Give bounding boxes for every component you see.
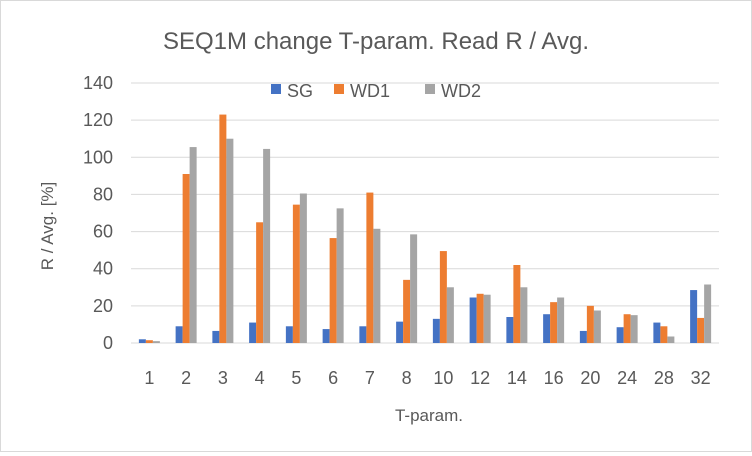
bar-wd1-1 (145, 340, 153, 343)
legend-label-wd1: WD1 (350, 81, 390, 101)
x-tick-label: 24 (617, 368, 637, 388)
bar-wd1-16 (550, 302, 558, 343)
x-tick-label: 7 (365, 368, 375, 388)
bar-sg-4 (249, 322, 257, 343)
legend-swatch-wd2 (425, 84, 435, 94)
x-tick-label: 2 (181, 368, 191, 388)
y-tick-label: 120 (83, 110, 113, 130)
bar-sg-28 (653, 322, 661, 343)
x-tick-label: 14 (507, 368, 527, 388)
legend-label-sg: SG (287, 81, 313, 101)
y-tick-label: 60 (93, 222, 113, 242)
bar-wd2-10 (446, 287, 454, 343)
bar-wd1-4 (256, 222, 264, 343)
bar-wd1-32 (697, 317, 705, 343)
bar-wd2-2 (189, 147, 197, 343)
bar-wd2-14 (520, 287, 528, 343)
bar-wd2-28 (667, 336, 675, 343)
bar-sg-1 (138, 339, 146, 343)
x-tick-label: 32 (691, 368, 711, 388)
bar-wd2-32 (704, 284, 712, 343)
bar-sg-16 (543, 314, 551, 343)
bar-sg-3 (212, 330, 220, 343)
x-tick-label: 16 (544, 368, 564, 388)
bar-sg-10 (432, 318, 440, 343)
y-axis-ticks: 0 20 40 60 80 100 120 140 (83, 73, 113, 353)
y-tick-label: 20 (93, 296, 113, 316)
bar-wd2-24 (630, 315, 638, 343)
bar-wd1-24 (623, 314, 631, 343)
y-tick-label: 140 (83, 73, 113, 93)
bar-wd1-12 (476, 293, 484, 343)
y-tick-label: 40 (93, 259, 113, 279)
x-tick-label: 6 (328, 368, 338, 388)
bar-wd2-6 (336, 208, 344, 343)
bar-sg-5 (285, 326, 293, 343)
bar-wd1-7 (366, 192, 374, 343)
y-tick-label: 80 (93, 184, 113, 204)
bars (138, 114, 712, 343)
bar-wd2-1 (152, 341, 160, 343)
x-tick-label: 12 (470, 368, 490, 388)
bar-sg-14 (506, 317, 514, 343)
x-axis-ticks: 1 2 3 4 5 6 7 8 10 12 14 16 20 24 28 32 (144, 368, 710, 388)
bar-sg-2 (175, 326, 183, 343)
y-axis-label: R / Avg. [%] (38, 182, 57, 271)
bar-wd2-3 (226, 138, 234, 343)
legend: SG WD1 WD2 (271, 81, 481, 101)
x-tick-label: 5 (291, 368, 301, 388)
bar-wd1-20 (586, 305, 594, 343)
bar-wd1-2 (182, 174, 190, 343)
x-tick-label: 28 (654, 368, 674, 388)
bar-sg-8 (396, 321, 404, 343)
chart-title: SEQ1M change T-param. Read R / Avg. (163, 28, 589, 55)
bar-sg-6 (322, 329, 330, 343)
bar-wd1-5 (292, 204, 300, 343)
legend-label-wd2: WD2 (441, 81, 481, 101)
x-tick-label: 1 (144, 368, 154, 388)
bar-wd1-10 (439, 251, 447, 343)
bar-wd1-14 (513, 265, 521, 343)
bar-wd1-8 (403, 279, 411, 343)
x-tick-label: 20 (580, 368, 600, 388)
x-tick-label: 4 (255, 368, 265, 388)
bar-wd2-7 (373, 228, 381, 343)
bar-wd2-5 (299, 193, 307, 343)
bar-sg-20 (579, 330, 587, 343)
bar-wd2-20 (593, 310, 601, 343)
x-axis-label: T-param. (395, 406, 463, 425)
bar-sg-12 (469, 297, 477, 343)
bar-wd1-3 (219, 114, 227, 343)
bar-wd2-16 (557, 297, 565, 343)
y-tick-label: 0 (103, 333, 113, 353)
x-tick-label: 10 (433, 368, 453, 388)
bar-wd2-8 (410, 234, 418, 343)
bar-wd2-12 (483, 294, 491, 343)
legend-swatch-wd1 (334, 84, 344, 94)
bar-wd2-4 (263, 148, 271, 343)
y-tick-label: 100 (83, 147, 113, 167)
bar-sg-32 (690, 290, 698, 343)
bar-wd1-6 (329, 238, 337, 343)
x-tick-label: 3 (218, 368, 228, 388)
bar-sg-7 (359, 326, 367, 343)
legend-swatch-sg (271, 84, 281, 94)
gridlines (131, 82, 719, 344)
bar-wd1-28 (660, 326, 668, 343)
x-tick-label: 8 (402, 368, 412, 388)
bar-sg-24 (616, 327, 624, 343)
